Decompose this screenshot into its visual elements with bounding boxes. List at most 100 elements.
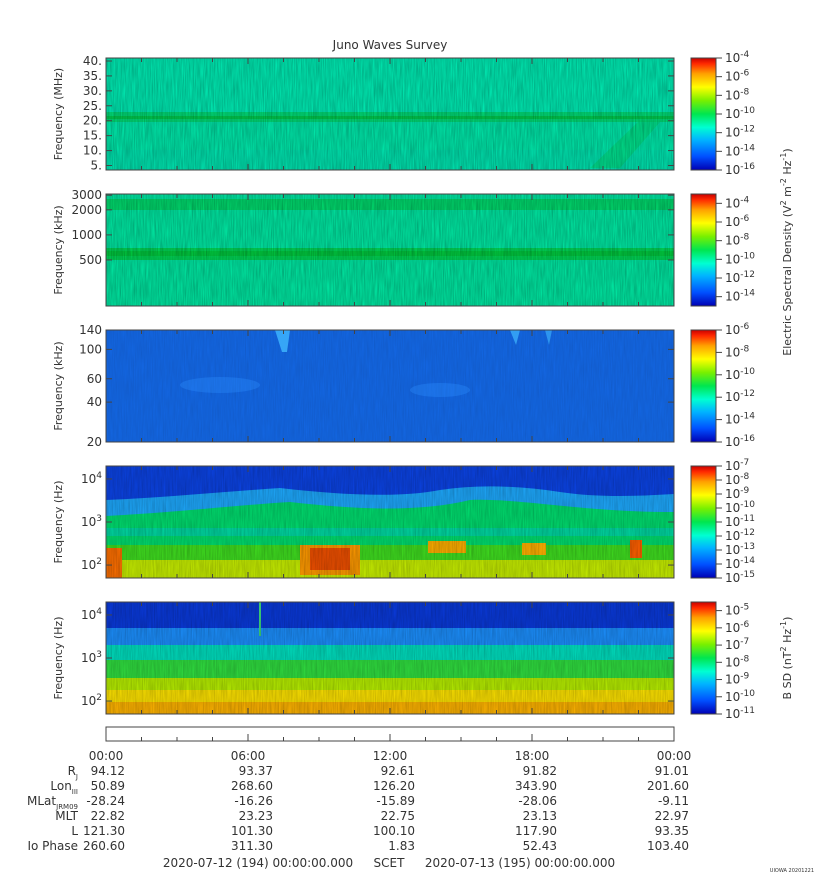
colorbar-tick-label: 10-16 [725, 162, 755, 177]
ephemeris-value: 93.35 [655, 824, 689, 838]
colorbar-tick-label: 10-4 [725, 195, 750, 210]
ephemeris-value: 22.75 [381, 809, 415, 823]
ephemeris-value: -16.26 [234, 794, 273, 808]
colorbar-tick-label: 10-16 [725, 434, 755, 449]
colorbar-tick-label: 10-8 [725, 233, 750, 248]
colorbar-tick-label: 10-8 [725, 344, 750, 359]
colorbar-tick-label: 10-9 [725, 672, 750, 687]
ephemeris-value: 126.20 [373, 779, 415, 793]
y-tick-label: 3000 [71, 188, 102, 202]
ephemeris-value: 201.60 [647, 779, 689, 793]
y-tick-label: 20 [87, 435, 102, 449]
y-tick-label: 103 [81, 650, 102, 665]
y-tick-label: 25. [83, 99, 102, 113]
time-tick-label: 06:00 [231, 749, 266, 763]
colorbar-tick-label: 10-14 [725, 143, 755, 158]
ephemeris-value: 52.43 [523, 839, 557, 853]
y-axis-label: Frequency (Hz) [52, 617, 65, 700]
colorbar-tick-label: 10-8 [725, 472, 750, 487]
figure-title: Juno Waves Survey [332, 38, 448, 52]
colorbar-1 [690, 57, 717, 171]
ephemeris-value: 117.90 [515, 824, 557, 838]
ephemeris-value: 1.83 [388, 839, 415, 853]
ephemeris-value: 103.40 [647, 839, 689, 853]
y-tick-label: 15. [83, 129, 102, 143]
colorbar-tick-label: 10-7 [725, 637, 749, 652]
y-tick-label: 40. [83, 54, 102, 68]
ephemeris-value: 101.30 [231, 824, 273, 838]
colorbar-tick-label: 10-12 [725, 125, 755, 140]
colorbar-tick-label: 10-9 [725, 486, 750, 501]
ephemeris-value: 92.61 [381, 764, 415, 778]
colorbar-tick-label: 10-6 [725, 214, 750, 229]
ephemeris-value: 91.82 [523, 764, 557, 778]
panel-2-spectrogram [105, 193, 675, 307]
y-axis-label: Frequency (kHz) [52, 205, 65, 294]
colorbar-tick-label: 10-10 [725, 251, 755, 266]
ephemeris-value: -9.11 [658, 794, 689, 808]
ephemeris-value: 268.60 [231, 779, 273, 793]
colorbar-tick-label: 10-11 [725, 514, 755, 529]
y-tick-label: 102 [81, 693, 102, 708]
ephemeris-label: MLatJRM09 [27, 794, 78, 811]
colorbar-tick-label: 10-10 [725, 689, 755, 704]
colorbar-label-electric: Electric Spectral Density (V2 m-2 Hz-1) [779, 148, 794, 355]
colorbar-tick-label: 10-8 [725, 87, 750, 102]
ephemeris-value: 260.60 [83, 839, 125, 853]
y-tick-label: 10. [83, 144, 102, 158]
ephemeris-value: -28.06 [518, 794, 557, 808]
colorbar-3 [690, 329, 717, 443]
ephemeris-value: 22.82 [91, 809, 125, 823]
time-tick-label: 12:00 [373, 749, 408, 763]
ephemeris-value: 94.12 [91, 764, 125, 778]
y-tick-label: 104 [81, 607, 102, 622]
ephemeris-value: 93.37 [239, 764, 273, 778]
panel-5-spectrogram [105, 601, 675, 715]
y-tick-label: 104 [81, 471, 102, 486]
colorbar-tick-label: 10-4 [725, 50, 750, 65]
colorbar-4 [690, 465, 717, 579]
y-tick-label: 103 [81, 514, 102, 529]
y-tick-label: 20. [83, 114, 102, 128]
y-axis-label: Frequency (Hz) [52, 481, 65, 564]
colorbar-2 [690, 193, 717, 307]
colorbar-tick-label: 10-10 [725, 500, 755, 515]
colorbar-tick-label: 10-10 [725, 367, 755, 382]
panel-1-spectrogram [105, 57, 675, 171]
ephemeris-value: 23.23 [239, 809, 273, 823]
ephemeris-value: 23.13 [523, 809, 557, 823]
y-tick-label: 60 [87, 372, 102, 386]
y-tick-label: 2000 [71, 203, 102, 217]
ephemeris-value: 50.89 [91, 779, 125, 793]
y-tick-label: 5. [91, 159, 102, 173]
colorbar-tick-label: 10-13 [725, 542, 755, 557]
y-tick-label: 30. [83, 84, 102, 98]
colorbar-tick-label: 10-6 [725, 322, 750, 337]
y-tick-label: 40 [87, 395, 102, 409]
colorbar-tick-label: 10-12 [725, 528, 755, 543]
colorbar-label-magnetic: B SD (nT2 Hz-1) [779, 617, 794, 700]
ephemeris-value: 91.01 [655, 764, 689, 778]
colorbar-tick-label: 10-12 [725, 389, 755, 404]
time-tick-label: 18:00 [515, 749, 550, 763]
colorbar-tick-label: 10-15 [725, 570, 755, 585]
ephemeris-value: -15.89 [376, 794, 415, 808]
colorbar-5 [690, 601, 717, 715]
ephemeris-label: L [71, 824, 78, 838]
ephemeris-label: LonIII [50, 779, 78, 796]
colorbar-tick-label: 10-8 [725, 654, 750, 669]
colorbar-tick-label: 10-14 [725, 412, 755, 427]
colorbar-tick-label: 10-12 [725, 270, 755, 285]
ephemeris-value: -28.24 [86, 794, 125, 808]
footer-credit: UIOWA 20201221 [770, 868, 814, 874]
colorbar-tick-label: 10-6 [725, 69, 750, 84]
ephemeris-value: 100.10 [373, 824, 415, 838]
colorbar-tick-label: 10-5 [725, 603, 749, 618]
time-tick-label: 00:00 [89, 749, 124, 763]
colorbar-tick-label: 10-14 [725, 289, 755, 304]
axis-ticks: 40.35.30.25.20.15.10.5. Frequency (MHz) 10… [52, 50, 755, 763]
ephemeris-label: RJ [68, 764, 78, 781]
ephemeris-label: Io Phase [27, 839, 78, 853]
colorbar-tick-label: 10-6 [725, 620, 750, 635]
